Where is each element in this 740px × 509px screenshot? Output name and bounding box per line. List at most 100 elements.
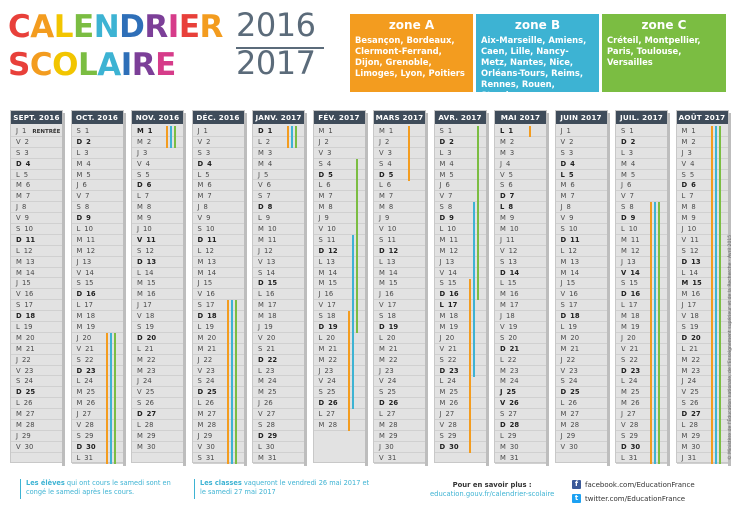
month-header: MARS 2017 <box>374 111 425 124</box>
day-number: 2 <box>24 137 29 146</box>
day-letter: D <box>318 170 325 179</box>
day-letter: S <box>621 279 626 288</box>
day-number: 11 <box>630 235 640 244</box>
day-row: M 28 <box>313 420 365 431</box>
day-letter: M <box>137 442 143 451</box>
day-row: V 16 <box>11 289 62 301</box>
day-letter: J <box>197 431 200 440</box>
day-number: 7 <box>448 192 453 201</box>
day-number: 20 <box>146 333 157 342</box>
holiday-bar-zone-c <box>113 333 116 464</box>
footnote-saturday: Les élèves qui ont cours le samedi sont … <box>20 479 176 499</box>
day-number: 3 <box>143 148 148 157</box>
day-number: 24 <box>447 377 456 386</box>
holiday-bar-zone-a <box>226 300 229 464</box>
day-number: 15 <box>447 279 457 288</box>
day-row: M 22 <box>374 355 425 366</box>
day-row: J 20 <box>434 333 486 344</box>
day-letter: M <box>137 290 143 299</box>
day-letter: M <box>621 323 627 332</box>
day-number: 19 <box>264 323 273 332</box>
holiday-bar-zone-c <box>174 126 176 148</box>
day-letter: L <box>76 453 81 462</box>
day-row: D 26 <box>313 398 365 410</box>
day-letter: D <box>258 279 264 288</box>
day-letter: M <box>379 203 385 212</box>
day-number: 20 <box>207 333 217 342</box>
day-letter: M <box>258 453 264 462</box>
day-row: M 22 <box>676 355 728 366</box>
day-letter: L <box>16 399 20 408</box>
day-row: M 18 <box>71 311 123 323</box>
facebook-link[interactable]: f facebook.com/EducationFrance <box>572 480 695 489</box>
day-number: 14 <box>328 268 338 277</box>
day-letter: D <box>197 312 204 321</box>
day-number: 28 <box>388 421 398 430</box>
day-number: 9 <box>569 214 574 223</box>
zone-a-title: zone A <box>388 18 435 32</box>
day-letter: V <box>16 366 21 375</box>
day-number: 23 <box>324 366 334 375</box>
day-row: J 15 <box>11 278 62 290</box>
day-letter: D <box>197 235 204 244</box>
day-row: M 16 <box>132 289 183 301</box>
day-letter: V <box>439 192 445 201</box>
day-letter: D <box>500 268 506 277</box>
day-letter: S <box>258 268 263 277</box>
day-letter: V <box>76 421 82 430</box>
day-row: S 25 <box>313 387 365 399</box>
day-letter: V <box>16 214 21 223</box>
day-row: L 19 <box>555 322 607 333</box>
day-row: M 12 <box>434 246 486 257</box>
twitter-link[interactable]: t twitter.com/EducationFrance <box>572 494 685 503</box>
day-row: V 23 <box>192 366 244 377</box>
day-row: M 15 <box>132 278 183 290</box>
zone-c-box: zone C Créteil, Montpellier, Paris, Toul… <box>602 14 726 92</box>
day-number: 6 <box>570 181 575 190</box>
month-header: JUIN 2017 <box>555 111 607 124</box>
day-letter: D <box>16 388 22 397</box>
day-number: 24 <box>205 377 215 386</box>
day-number: 2 <box>86 137 91 146</box>
day-row: D 25 <box>11 387 62 399</box>
day-letter: S <box>137 399 142 408</box>
day-row: L 20 <box>313 333 365 344</box>
day-number: 17 <box>687 301 697 310</box>
day-row: J 26 <box>253 398 304 410</box>
day-number: 14 <box>630 268 640 277</box>
day-letter: M <box>318 355 325 364</box>
holiday-bar-zone-b <box>654 202 656 464</box>
day-row: M 12 <box>71 246 123 257</box>
day-number: 12 <box>86 246 96 255</box>
holiday-bar-zone-a <box>166 126 168 148</box>
day-row: V 30 <box>192 442 244 453</box>
day-number: 10 <box>628 225 638 234</box>
day-letter: D <box>681 410 688 419</box>
day-number: 16 <box>24 290 34 299</box>
day-number: 15 <box>146 279 156 288</box>
day-letter: D <box>379 246 385 255</box>
day-number: 27 <box>25 410 35 419</box>
day-letter: S <box>318 388 323 397</box>
day-number: 22 <box>388 355 398 364</box>
day-number: 4 <box>326 159 332 168</box>
day-number: 24 <box>84 377 93 386</box>
day-letter: M <box>621 246 627 255</box>
day-row: V 24 <box>374 376 425 388</box>
day-number: 20 <box>326 333 335 342</box>
day-row: M 20 <box>192 333 244 344</box>
day-letter: J <box>621 181 624 190</box>
title-letter: R <box>199 9 224 45</box>
zone-b-box: zone B Aix-Marseille, Amiens, Caen, Lill… <box>476 14 599 100</box>
more-info-link[interactable]: education.gouv.fr/calendrier-scolaire <box>430 490 555 498</box>
